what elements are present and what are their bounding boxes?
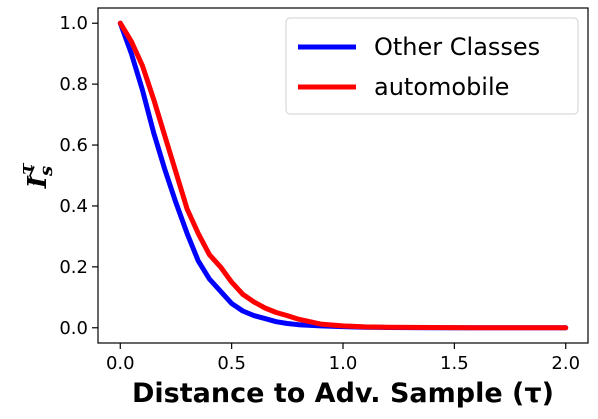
- x-tick-label: 2.0: [551, 353, 580, 374]
- y-tick-label: 0.8: [59, 74, 88, 95]
- legend-label-automobile: automobile: [374, 73, 509, 101]
- x-axis-label: Distance to Adv. Sample (τ): [132, 378, 554, 409]
- x-tick-label: 1.5: [440, 353, 469, 374]
- series-line-automobile: [117, 20, 569, 331]
- legend-box: [285, 17, 579, 115]
- x-tick-label: 1.0: [329, 353, 358, 374]
- x-tick-label: 0.0: [106, 353, 135, 374]
- y-tick-label: 0.6: [59, 135, 88, 156]
- y-axis-label-hat: [29, 166, 35, 185]
- y-tick-label: 0.0: [59, 318, 88, 339]
- series-layer: [117, 20, 569, 331]
- y-tick-label: 1.0: [59, 13, 88, 34]
- y-tick-label: 0.4: [59, 196, 88, 217]
- svg-text:Isτ: Isτ: [16, 162, 57, 189]
- y-axis-label-sub: s: [36, 166, 57, 177]
- legend-label-other-classes: Other Classes: [374, 33, 540, 61]
- y-tick-label: 0.2: [59, 257, 88, 278]
- ticks-layer: 0.0 0.5 1.0 1.5 2.0 0.0 0.2 0.4 0.6 0.8 1.0: [59, 13, 580, 374]
- x-tick-label: 0.5: [217, 353, 246, 374]
- y-axis-label-base: I: [23, 175, 53, 189]
- legend: Other Classes automobile: [285, 17, 579, 115]
- y-axis-label: Isτ: [16, 162, 57, 189]
